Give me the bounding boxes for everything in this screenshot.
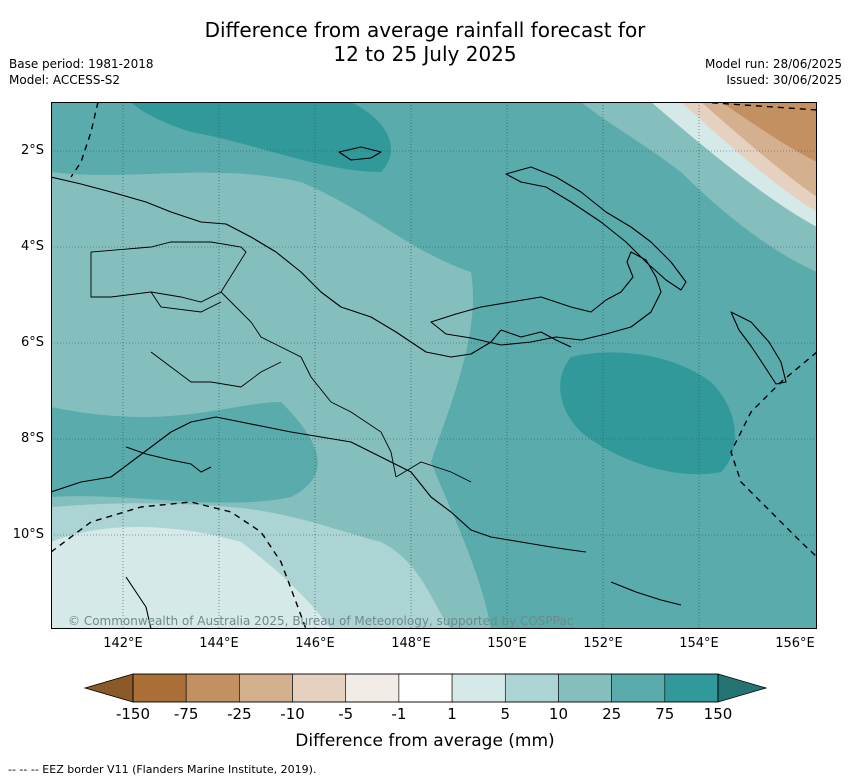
issued-date: Issued: 30/06/2025: [726, 73, 842, 87]
colorbar-tick-label: -5: [338, 705, 354, 723]
colorbar-tick-label: -10: [280, 705, 305, 723]
lat-label-4s: 4°S: [20, 239, 44, 254]
eez-borders: [51, 102, 817, 629]
lon-label-142e: 142°E: [103, 636, 143, 651]
coastline-cape-york: [125, 576, 152, 629]
lon-label-146e: 146°E: [295, 636, 335, 651]
contour-dry-4: [721, 102, 817, 162]
coastline-bougainville: [730, 311, 787, 385]
contour-25-75-north: [131, 102, 391, 172]
eez-footnote: -- -- -- EEZ border V11 (Flanders Marine…: [8, 763, 317, 776]
colorbar-tick-label: 75: [655, 705, 675, 723]
coastline-louisiade: [610, 581, 682, 606]
coastline-new-guinea-south: [51, 416, 587, 553]
lon-label-148e: 148°E: [391, 636, 431, 651]
graticule: [51, 102, 817, 629]
contour-25-75-east: [560, 352, 735, 475]
colorbar-tick-label: -25: [227, 705, 252, 723]
lon-label-154e: 154°E: [679, 636, 719, 651]
coastline-fly-delta: [125, 446, 212, 473]
coastline-new-guinea-north: [51, 176, 502, 358]
lat-label-10s: 10°S: [12, 527, 44, 542]
colorbar-tick-label: 25: [602, 705, 622, 723]
coastline-manus: [338, 146, 382, 161]
colorbar-swatch: [239, 673, 293, 703]
colorbar-tick-label: -1: [391, 705, 407, 723]
map-title: Difference from average rainfall forecas…: [0, 18, 850, 66]
map-frame: [51, 102, 817, 629]
colorbar-tick-label: 1: [447, 705, 457, 723]
colorbar-tick-label: 150: [703, 705, 733, 723]
colorbar-tick-label: 5: [500, 705, 511, 723]
colorbar-swatch: [451, 673, 506, 703]
colorbar-swatch: [611, 673, 666, 703]
province-borders: [90, 241, 472, 483]
base-period: Base period: 1981-2018: [9, 57, 154, 71]
coastline-new-britain: [430, 251, 662, 346]
lat-label-6s: 6°S: [20, 335, 44, 350]
colorbar-under-arrow: [83, 673, 134, 703]
colorbar-swatch: [558, 673, 612, 703]
lat-label-2s: 2°S: [20, 143, 44, 158]
colorbar-swatches: [132, 673, 719, 703]
meta-right: Model run: 28/06/2025 Issued: 30/06/2025: [705, 56, 842, 88]
colorbar-swatch: [345, 673, 400, 703]
colorbar-swatch: [664, 673, 719, 703]
coastline-new-ireland: [505, 166, 687, 291]
title-line-2: 12 to 25 July 2025: [333, 42, 517, 66]
contour-near-zero: [51, 527, 331, 629]
colorbar-swatch: [398, 673, 453, 703]
model-name: Model: ACCESS-S2: [9, 73, 121, 87]
colorbar-tick-label: -75: [173, 705, 199, 723]
colorbar-tick-label: 10: [548, 705, 568, 723]
lon-label-156e: 156°E: [775, 636, 815, 651]
colorbar: [83, 673, 768, 703]
coastline-huon-peninsula: [500, 329, 572, 348]
title-line-1: Difference from average rainfall forecas…: [204, 18, 646, 42]
colorbar-over-arrow: [717, 673, 768, 703]
model-run: Model run: 28/06/2025: [704, 57, 842, 71]
rainfall-map: [51, 102, 817, 629]
lat-label-8s: 8°S: [20, 431, 44, 446]
coastlines: [51, 146, 787, 629]
meta-left: Base period: 1981-2018 Model: ACCESS-S2: [9, 56, 154, 88]
colorbar-swatch: [185, 673, 240, 703]
colorbar-label: Difference from average (mm): [295, 731, 555, 751]
colorbar-swatch: [504, 673, 559, 703]
lon-label-144e: 144°E: [199, 636, 239, 651]
lon-label-150e: 150°E: [487, 636, 527, 651]
copyright-notice: © Commonwealth of Australia 2025, Bureau…: [68, 614, 574, 628]
colorbar-swatch: [292, 673, 347, 703]
colorbar-tick-label: -150: [115, 705, 151, 723]
colorbar-frame: [132, 673, 719, 703]
colorbar-swatch: [132, 673, 187, 703]
lon-label-152e: 152°E: [583, 636, 623, 651]
